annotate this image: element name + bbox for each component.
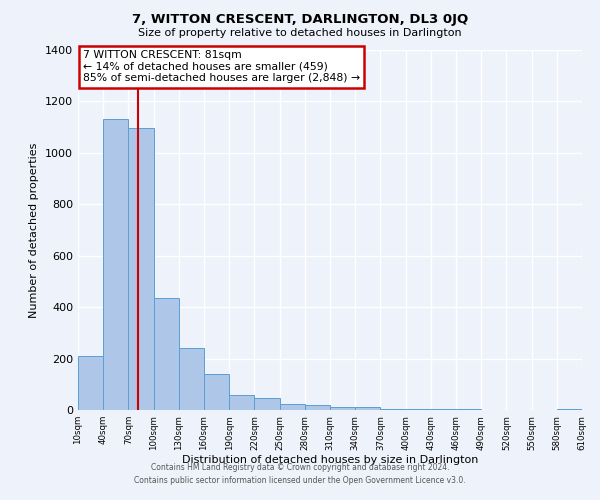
Y-axis label: Number of detached properties: Number of detached properties bbox=[29, 142, 40, 318]
Bar bbox=[280, 404, 305, 410]
Bar bbox=[305, 406, 330, 410]
Bar bbox=[254, 398, 280, 410]
Bar bbox=[557, 408, 582, 410]
Bar bbox=[431, 408, 456, 410]
Text: Contains HM Land Registry data © Crown copyright and database right 2024.: Contains HM Land Registry data © Crown c… bbox=[151, 464, 449, 472]
Text: Size of property relative to detached houses in Darlington: Size of property relative to detached ho… bbox=[138, 28, 462, 38]
Bar bbox=[456, 408, 481, 410]
Bar bbox=[380, 408, 406, 410]
Bar bbox=[103, 120, 128, 410]
Bar bbox=[154, 298, 179, 410]
Bar bbox=[128, 128, 154, 410]
Text: Contains public sector information licensed under the Open Government Licence v3: Contains public sector information licen… bbox=[134, 476, 466, 485]
Bar bbox=[78, 356, 103, 410]
Text: 7, WITTON CRESCENT, DARLINGTON, DL3 0JQ: 7, WITTON CRESCENT, DARLINGTON, DL3 0JQ bbox=[132, 12, 468, 26]
X-axis label: Distribution of detached houses by size in Darlington: Distribution of detached houses by size … bbox=[182, 456, 478, 466]
Bar bbox=[204, 374, 229, 410]
Bar bbox=[406, 408, 431, 410]
Bar bbox=[330, 408, 355, 410]
Text: 7 WITTON CRESCENT: 81sqm
← 14% of detached houses are smaller (459)
85% of semi-: 7 WITTON CRESCENT: 81sqm ← 14% of detach… bbox=[83, 50, 360, 83]
Bar bbox=[229, 394, 254, 410]
Bar bbox=[355, 408, 380, 410]
Bar bbox=[179, 348, 204, 410]
